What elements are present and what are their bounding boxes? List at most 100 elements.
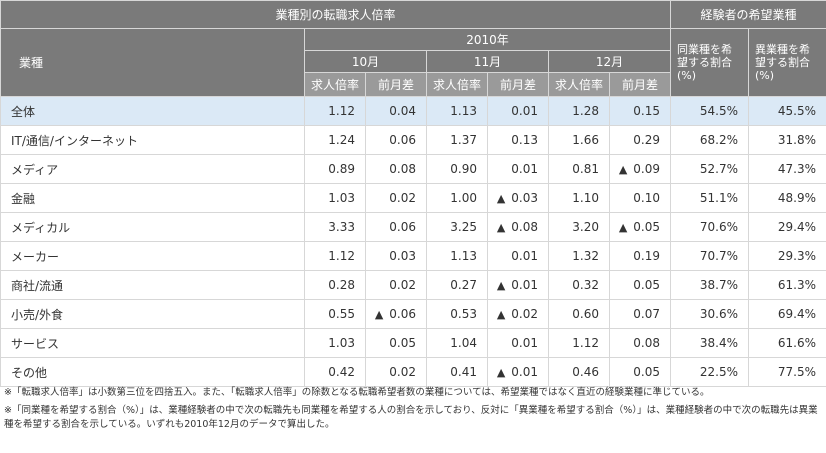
cell-oct-diff: 0.02 xyxy=(365,183,427,213)
cell-other: 29.4% xyxy=(748,212,826,242)
cell-nov-diff: 0.01 xyxy=(487,96,549,126)
cell-value: 0.01 xyxy=(511,336,538,350)
cell-oct-ratio: 1.03 xyxy=(304,183,366,213)
cell-value: 0.01 xyxy=(511,249,538,263)
cell-value: 70.7% xyxy=(699,249,739,263)
cell-value: 1.04 xyxy=(450,336,477,350)
cell-nov-diff: ▲ 0.01 xyxy=(487,270,549,300)
cell-value: 54.5% xyxy=(699,104,739,118)
cell-oct-ratio: 0.28 xyxy=(304,270,366,300)
cell-nov-diff: 0.01 xyxy=(487,328,549,358)
down-triangle-icon: ▲ xyxy=(496,366,506,379)
cell-other: 31.8% xyxy=(748,125,826,155)
cell-oct-diff: 0.08 xyxy=(365,154,427,184)
cell-dec-diff: ▲ 0.09 xyxy=(608,154,672,184)
industry-name: 全体 xyxy=(0,96,305,126)
down-triangle-icon: ▲ xyxy=(618,163,628,176)
cell-value: 0.09 xyxy=(633,162,661,176)
cell-value: 0.32 xyxy=(572,278,599,292)
cell-dec-ratio: 1.12 xyxy=(548,328,610,358)
cell-value: 1.32 xyxy=(572,249,599,263)
cell-value: 0.02 xyxy=(511,307,538,321)
cell-nov-ratio: 0.90 xyxy=(426,154,488,184)
cell-dec-diff: 0.29 xyxy=(608,125,672,155)
cell-nov-diff: ▲ 0.03 xyxy=(487,183,549,213)
cell-value: 38.7% xyxy=(699,278,739,292)
cell-value: 1.03 xyxy=(328,336,355,350)
year-header: 2010年 xyxy=(303,28,672,51)
cell-nov-ratio: 0.53 xyxy=(426,299,488,329)
nov-diff-header: 前月差 xyxy=(487,72,549,97)
cell-same: 38.4% xyxy=(670,328,750,358)
cell-value: 45.5% xyxy=(777,104,817,118)
right-title: 経験者の希望業種 xyxy=(670,0,826,29)
cell-other: 47.3% xyxy=(748,154,826,184)
table-row: その他 0.42 0.02 0.41 ▲ 0.01 0.46 0.05 22.5% 77.5% xyxy=(0,357,826,387)
cell-value: 0.06 xyxy=(389,220,416,234)
cell-other: 69.4% xyxy=(748,299,826,329)
cell-value: 52.7% xyxy=(699,162,739,176)
cell-value: 38.4% xyxy=(699,336,739,350)
cell-value: 68.2% xyxy=(699,133,739,147)
oct-ratio-header: 求人倍率 xyxy=(304,72,366,97)
industry-name: 金融 xyxy=(0,183,305,213)
other-industry-header: 異業種を希望する割合(%) xyxy=(748,28,826,97)
cell-dec-ratio: 0.46 xyxy=(548,357,610,387)
cell-value: 1.13 xyxy=(450,104,477,118)
cell-value: 0.53 xyxy=(450,307,477,321)
cell-value: 0.60 xyxy=(572,307,599,321)
cell-dec-ratio: 3.20 xyxy=(548,212,610,242)
cell-value: 0.29 xyxy=(633,133,661,147)
cell-nov-ratio: 0.41 xyxy=(426,357,488,387)
cell-oct-ratio: 0.42 xyxy=(304,357,366,387)
cell-value: 1.12 xyxy=(328,249,355,263)
cell-value: 0.55 xyxy=(328,307,355,321)
industry-name: メディア xyxy=(0,154,305,184)
cell-value: 0.07 xyxy=(633,307,661,321)
down-triangle-icon: ▲ xyxy=(618,221,628,234)
cell-value: 0.41 xyxy=(450,365,477,379)
cell-same: 38.7% xyxy=(670,270,750,300)
cell-value: 0.03 xyxy=(389,249,416,263)
table-row: 商社/流通 0.28 0.02 0.27 ▲ 0.01 0.32 0.05 38.7% 61.3% xyxy=(0,270,826,300)
cell-value: 3.20 xyxy=(572,220,599,234)
cell-nov-diff: ▲ 0.01 xyxy=(487,357,549,387)
cell-value: 0.08 xyxy=(633,336,661,350)
cell-oct-ratio: 3.33 xyxy=(304,212,366,242)
industry-name: 商社/流通 xyxy=(0,270,305,300)
month-nov-header: 11月 xyxy=(426,50,549,73)
industry-name: サービス xyxy=(0,328,305,358)
cell-oct-diff: 0.06 xyxy=(365,125,427,155)
cell-value: 0.05 xyxy=(633,365,661,379)
footnote-2: ※「同業種を希望する割合（%）」は、業種経験者の中で次の転職先も同業種を希望する… xyxy=(4,405,818,430)
cell-same: 70.7% xyxy=(670,241,750,271)
cell-dec-diff: 0.10 xyxy=(608,183,672,213)
cell-dec-ratio: 1.32 xyxy=(548,241,610,271)
industry-name: メーカー xyxy=(0,241,305,271)
cell-nov-diff: ▲ 0.08 xyxy=(487,212,549,242)
cell-dec-diff: 0.05 xyxy=(608,357,672,387)
cell-dec-diff: 0.08 xyxy=(608,328,672,358)
cell-oct-diff: 0.04 xyxy=(365,96,427,126)
industry-name: IT/通信/インターネット xyxy=(0,125,305,155)
dec-diff-header: 前月差 xyxy=(608,72,672,97)
cell-nov-ratio: 1.00 xyxy=(426,183,488,213)
cell-nov-ratio: 1.13 xyxy=(426,241,488,271)
cell-value: 0.81 xyxy=(572,162,599,176)
cell-nov-diff: ▲ 0.02 xyxy=(487,299,549,329)
cell-value: 3.33 xyxy=(328,220,355,234)
oct-diff-header: 前月差 xyxy=(365,72,427,97)
cell-value: 1.12 xyxy=(328,104,355,118)
cell-value: 61.3% xyxy=(777,278,817,292)
cell-oct-ratio: 0.55 xyxy=(304,299,366,329)
cell-other: 61.3% xyxy=(748,270,826,300)
footnote-1: ※「転職求人倍率」は小数第三位を四捨五入。また、「転職求人倍率」の除数となる転職… xyxy=(4,387,710,398)
cell-value: 0.05 xyxy=(633,220,661,234)
down-triangle-icon: ▲ xyxy=(374,308,384,321)
cell-dec-ratio: 0.81 xyxy=(548,154,610,184)
table-row: 小売/外食 0.55 ▲ 0.06 0.53 ▲ 0.02 0.60 0.07 30.6% 69.4… xyxy=(0,299,826,329)
cell-oct-ratio: 1.12 xyxy=(304,96,366,126)
cell-value: 22.5% xyxy=(699,365,739,379)
table-row: メディア 0.89 0.08 0.90 0.01 0.81 ▲ 0.09 52.7% 47.3% xyxy=(0,154,826,184)
